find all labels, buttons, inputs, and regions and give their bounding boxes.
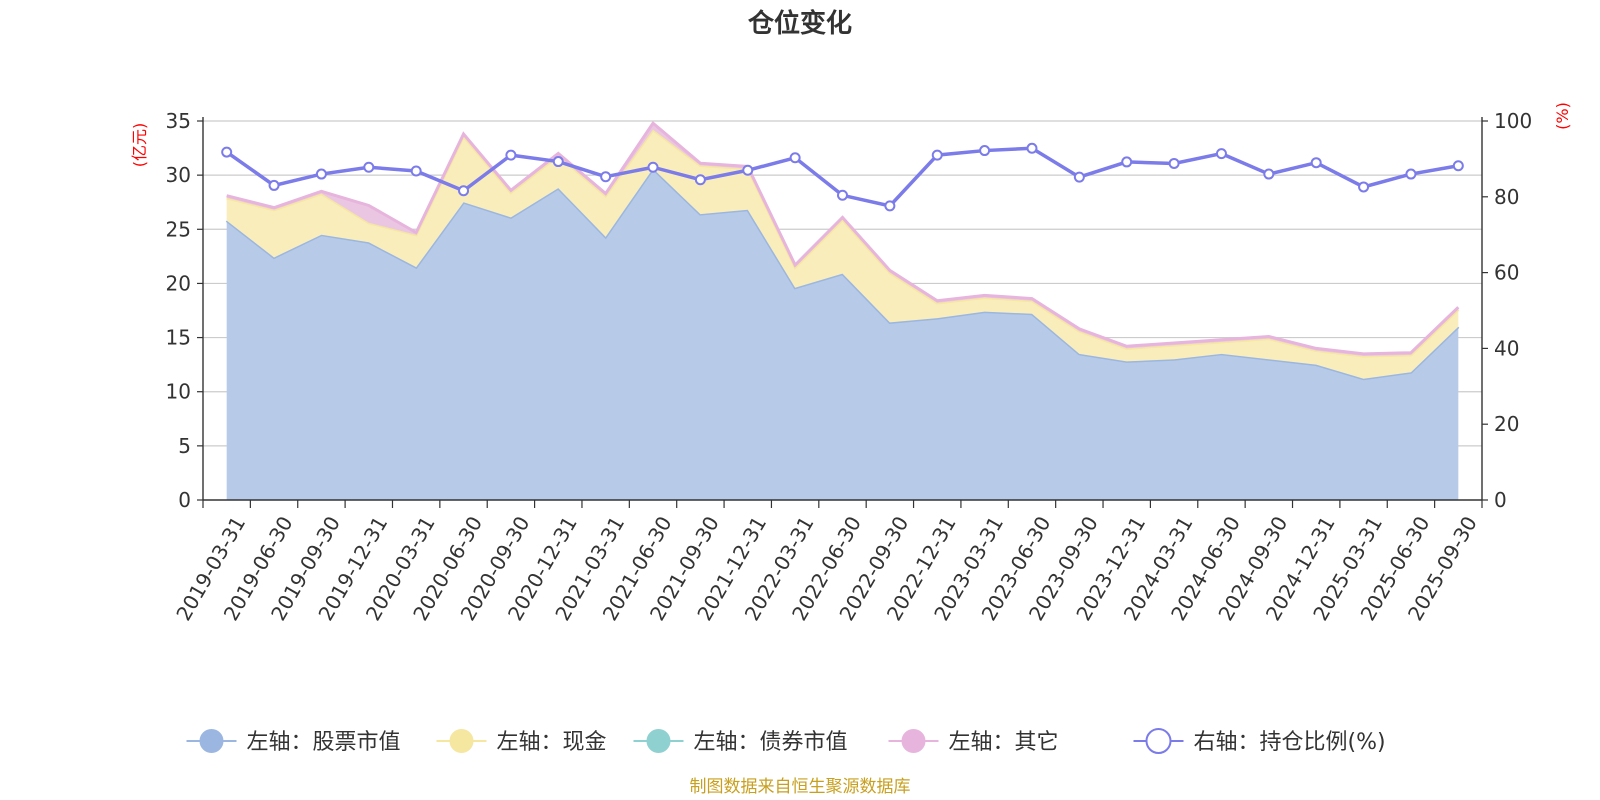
area-左轴：现金 [226,129,1459,379]
ratio-point [268,179,280,191]
legend-item: 左轴：其它 [888,729,1059,755]
legend-marker [449,729,474,753]
ratio-point [505,149,517,161]
ratio-point [837,189,848,201]
ratio-point [884,200,896,212]
ratio-point [1215,148,1227,160]
legend-marker [901,729,926,753]
ratio-point [363,161,375,173]
right-tick-label: 20 [1494,412,1519,436]
ratio-point [647,161,659,173]
ratio-point [410,165,422,177]
legend-label: 右轴：持仓比例(%) [1194,730,1386,755]
right-tick-label: 100 [1494,109,1532,133]
ratio-point [979,145,991,157]
left-tick-label: 35 [166,109,191,133]
right-axis-unit: (%) [1553,102,1572,130]
legend: 左轴：股票市值 左轴：现金 左轴：债券市值 左轴：其它 右轴：持仓比例(%) [186,728,1386,755]
ratio-point [694,174,706,186]
legend-label: 左轴：债券市值 [694,730,848,755]
legend-label: 左轴：现金 [497,730,607,755]
ratio-point [742,164,754,176]
area-左轴：股票市值 [226,168,1459,500]
ratio-point [600,171,612,183]
ratio-point [1358,181,1370,193]
left-tick-label: 15 [166,326,191,350]
ratio-point [458,185,470,197]
left-tick-label: 20 [166,271,191,295]
legend-marker [646,729,671,753]
right-tick-label: 60 [1494,261,1519,285]
area-edge-左轴：股票市值 [225,166,1460,381]
left-tick-label: 10 [166,380,191,404]
ratio-point [552,156,564,168]
left-tick-label: 5 [178,434,191,458]
area-series [225,120,1460,500]
legend-item: 左轴：债券市值 [633,729,848,755]
ratio-point [221,146,233,158]
left-axis-unit: (亿元) [130,123,149,168]
right-tick-label: 40 [1494,336,1519,360]
ratio-point [1168,157,1180,169]
legend-item: 左轴：现金 [436,729,607,755]
ratio-line-series [221,142,1464,212]
legend-marker [1145,728,1172,754]
left-tick-label: 25 [166,217,191,241]
ratio-point [1073,171,1085,183]
legend-label: 左轴：股票市值 [247,730,401,755]
ratio-point [789,152,801,164]
ratio-point [1263,168,1275,180]
area-edge-左轴：其它 [226,120,1460,356]
source-note: 制图数据来自恒生聚源数据库 [690,777,911,797]
ratio-point [1452,160,1464,172]
legend-label: 左轴：其它 [949,730,1059,755]
ratio-point [1310,157,1322,169]
ratio-point [931,149,943,161]
ratio-point [315,168,327,180]
left-tick-label: 30 [166,163,191,187]
legend-marker [199,729,224,753]
legend-item: 左轴：股票市值 [186,729,401,755]
right-tick-label: 80 [1494,185,1519,209]
right-tick-label: 0 [1494,488,1507,512]
ratio-point [1121,156,1133,168]
left-tick-label: 0 [178,488,191,512]
ratio-point [1026,142,1038,154]
ratio-point [1405,168,1417,180]
legend-item: 右轴：持仓比例(%) [1133,728,1386,755]
chart-title: 仓位变化 [747,8,852,39]
